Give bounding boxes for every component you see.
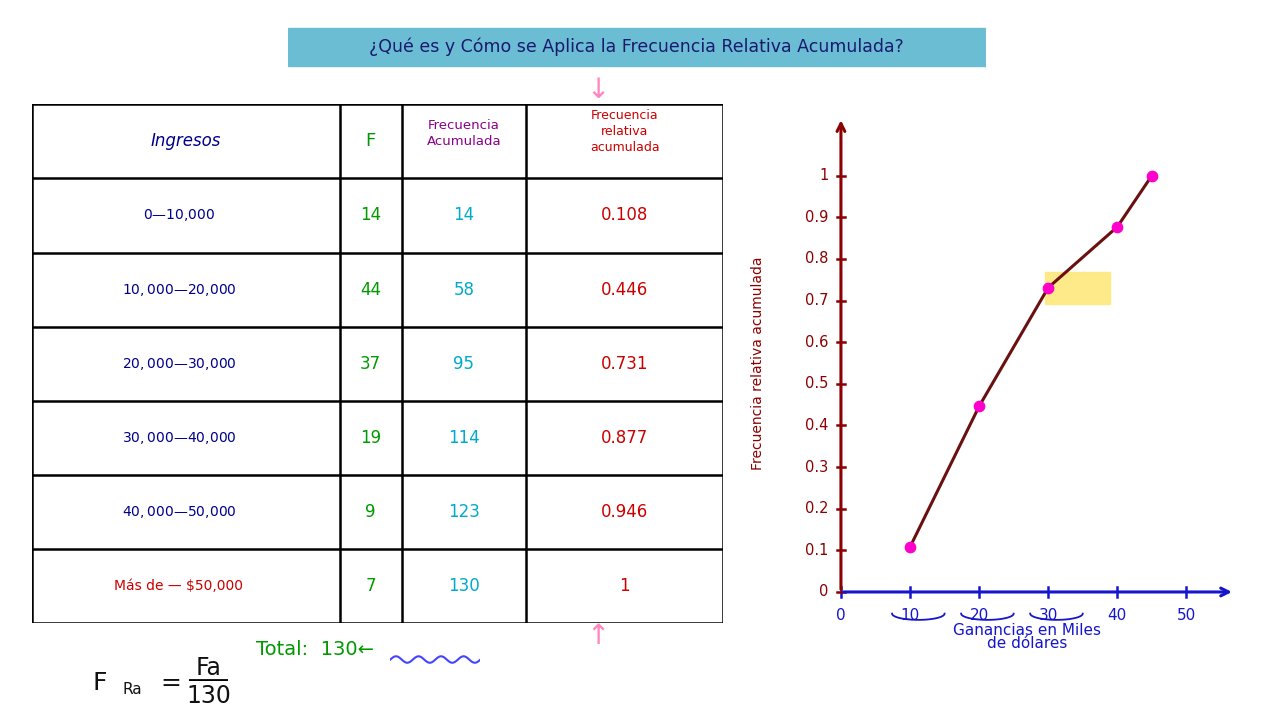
- Text: Ra: Ra: [123, 682, 142, 696]
- Text: 40: 40: [1107, 608, 1126, 623]
- Point: [1038, 282, 1059, 294]
- Text: 37: 37: [360, 355, 381, 373]
- Text: F: F: [92, 670, 106, 695]
- Text: 114: 114: [448, 428, 480, 446]
- Text: 0.731: 0.731: [600, 355, 649, 373]
- Text: $20,000 — $30,000: $20,000 — $30,000: [122, 356, 237, 372]
- Point: [900, 541, 920, 553]
- Text: 1: 1: [620, 577, 630, 595]
- Text: $0   —  $10,000: $0 — $10,000: [143, 207, 215, 223]
- Point: [1142, 170, 1162, 181]
- Text: Frecuencia relativa acumulada: Frecuencia relativa acumulada: [751, 256, 765, 469]
- Text: 0.1: 0.1: [805, 543, 828, 558]
- Text: 0.946: 0.946: [602, 503, 649, 521]
- Text: ¿Qué es y Cómo se Aplica la Frecuencia Relativa Acumulada?: ¿Qué es y Cómo se Aplica la Frecuencia R…: [370, 37, 904, 56]
- Text: Más de — $50,000: Más de — $50,000: [114, 579, 243, 593]
- Text: 0.877: 0.877: [602, 428, 649, 446]
- Text: 20: 20: [969, 608, 988, 623]
- Text: 0.6: 0.6: [805, 335, 828, 350]
- Point: [1107, 221, 1128, 233]
- Text: 9: 9: [365, 503, 376, 521]
- Point: [969, 400, 989, 412]
- Text: 44: 44: [360, 281, 381, 299]
- Text: 0.5: 0.5: [805, 377, 828, 392]
- Text: 130: 130: [186, 684, 232, 708]
- Text: ↓: ↓: [586, 76, 609, 104]
- Text: 19: 19: [360, 428, 381, 446]
- Text: 95: 95: [453, 355, 475, 373]
- Text: Frecuencia
Acumulada: Frecuencia Acumulada: [426, 119, 502, 148]
- Text: 0.446: 0.446: [602, 281, 649, 299]
- Text: 0.9: 0.9: [805, 210, 828, 225]
- Text: 7: 7: [365, 577, 376, 595]
- Text: 0.2: 0.2: [805, 501, 828, 516]
- Text: 0.8: 0.8: [805, 251, 828, 266]
- Text: 58: 58: [453, 281, 475, 299]
- Text: 0: 0: [836, 608, 846, 623]
- Text: 50: 50: [1176, 608, 1196, 623]
- Text: Total:  130←: Total: 130←: [256, 640, 374, 659]
- Text: 14: 14: [453, 207, 475, 225]
- Bar: [1044, 272, 1110, 304]
- Text: Ingresos: Ingresos: [151, 132, 221, 150]
- Text: 130: 130: [448, 577, 480, 595]
- Text: 0.4: 0.4: [805, 418, 828, 433]
- Text: 0.108: 0.108: [602, 207, 649, 225]
- Text: 0.7: 0.7: [805, 293, 828, 308]
- Text: =: =: [160, 670, 180, 695]
- Text: 123: 123: [448, 503, 480, 521]
- Text: 1: 1: [819, 168, 828, 183]
- Text: de dólares: de dólares: [987, 636, 1068, 651]
- Text: $40,000 — $50,000: $40,000 — $50,000: [122, 504, 237, 520]
- Text: Frecuencia
relativa
acumulada: Frecuencia relativa acumulada: [590, 109, 659, 153]
- Text: 0: 0: [819, 585, 828, 600]
- Text: 30: 30: [1038, 608, 1057, 623]
- Text: $30,000 — $40,000: $30,000 — $40,000: [122, 430, 237, 446]
- Text: 10: 10: [900, 608, 919, 623]
- Text: Ganancias en Miles: Ganancias en Miles: [954, 624, 1102, 638]
- Text: $10,000 — $20,000: $10,000 — $20,000: [122, 282, 237, 297]
- Text: ↑: ↑: [586, 622, 609, 649]
- Text: 0.3: 0.3: [805, 459, 828, 474]
- Text: Fa: Fa: [196, 656, 221, 680]
- Text: 14: 14: [360, 207, 381, 225]
- Text: F: F: [366, 132, 376, 150]
